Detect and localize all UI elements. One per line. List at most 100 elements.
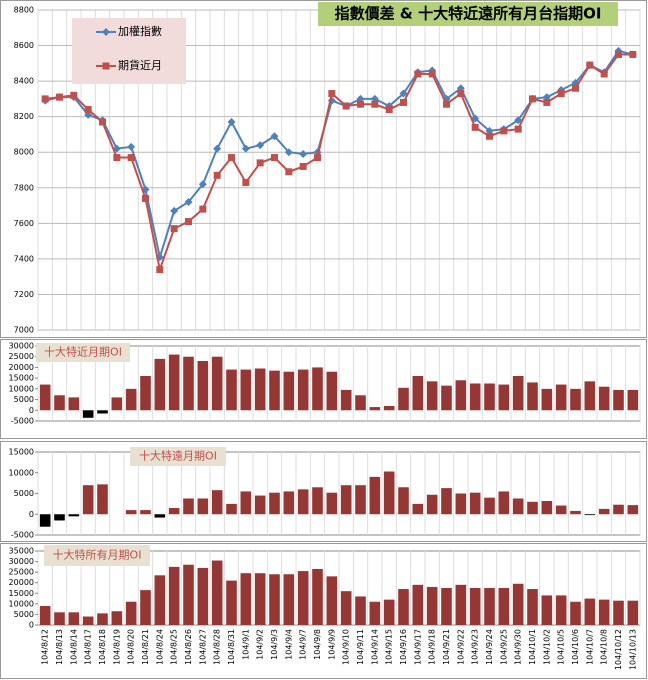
bar — [183, 564, 194, 625]
bar — [125, 388, 137, 411]
bar — [555, 505, 567, 515]
bar — [383, 599, 395, 625]
bar — [455, 493, 467, 515]
bar — [469, 588, 481, 625]
y-tick-label: 8000 — [14, 148, 34, 157]
x-tick-label: 104/9/22 — [456, 629, 465, 665]
point — [56, 93, 63, 101]
bar — [140, 510, 151, 515]
point — [543, 98, 551, 106]
bar — [340, 389, 352, 411]
bar — [441, 488, 452, 515]
point — [242, 178, 250, 186]
y-tick-label: 8400 — [14, 77, 34, 86]
point — [529, 95, 536, 103]
point — [400, 98, 407, 106]
bar — [426, 494, 438, 515]
x-tick-label: 104/9/30 — [514, 629, 523, 665]
point — [256, 141, 265, 150]
x-tick-label: 104/8/31 — [227, 629, 236, 665]
bar — [283, 574, 295, 625]
y-tick-label: 15000 — [9, 448, 34, 457]
bar — [584, 598, 596, 625]
x-tick-label: 104/10/1 — [528, 629, 537, 665]
y-tick-label: 15000 — [9, 374, 34, 383]
point — [471, 123, 479, 131]
panel-frame — [0, 441, 647, 542]
bar — [412, 584, 424, 625]
x-tick-label: 104/10/6 — [571, 629, 580, 665]
bar — [369, 476, 381, 515]
point — [629, 50, 637, 58]
bar — [68, 612, 80, 625]
bar — [312, 367, 323, 411]
x-tick-label: 104/10/12 — [614, 629, 623, 670]
bar — [369, 407, 381, 411]
bar — [455, 380, 467, 411]
point — [299, 150, 308, 158]
point — [500, 127, 508, 135]
bar — [584, 381, 596, 411]
bar — [555, 384, 567, 411]
bar — [340, 485, 352, 515]
x-tick-label: 104/9/23 — [471, 629, 480, 665]
point — [486, 132, 493, 140]
x-tick-label: 104/8/17 — [84, 629, 93, 665]
bar — [68, 397, 80, 411]
bar — [598, 386, 610, 411]
bar — [39, 384, 51, 411]
bar — [498, 588, 510, 625]
bar — [498, 384, 510, 411]
bar — [183, 498, 194, 515]
x-tick-label: 104/8/25 — [170, 629, 179, 665]
chart-title: 十大特所有月期OI — [53, 548, 142, 562]
y-tick-label: -5000 — [11, 531, 34, 540]
point — [227, 118, 236, 126]
bar — [254, 368, 266, 411]
point — [142, 194, 149, 202]
x-tick-label: 104/8/21 — [141, 629, 150, 665]
bar — [340, 591, 352, 625]
legend-box — [72, 18, 186, 84]
point — [241, 144, 250, 153]
bar — [140, 590, 151, 625]
bar — [369, 601, 381, 625]
title-box — [130, 447, 226, 466]
bar — [484, 497, 495, 515]
bar — [226, 580, 237, 625]
bar — [269, 492, 280, 515]
bar — [197, 567, 209, 625]
y-tick-label: 25000 — [9, 352, 34, 361]
point — [70, 91, 78, 99]
y-tick-label: 20000 — [9, 363, 34, 372]
bar — [283, 371, 295, 411]
bar — [398, 487, 409, 515]
bar — [613, 600, 624, 625]
bar — [283, 491, 295, 515]
bar — [82, 410, 94, 418]
point — [127, 142, 136, 151]
y-tick-label: 15000 — [9, 589, 34, 598]
x-tick-label: 104/9/25 — [499, 629, 508, 665]
y-tick-label: 7000 — [14, 326, 34, 335]
bar — [627, 389, 639, 411]
bar — [140, 376, 151, 411]
bar — [297, 489, 309, 515]
chart-title: 指數價差 & 十大特近遠所有月台指期OI — [335, 5, 602, 23]
x-tick-label: 104/8/13 — [55, 629, 64, 665]
y-tick-label: 30000 — [9, 557, 34, 566]
bar — [111, 611, 123, 625]
point — [170, 225, 178, 233]
bar — [512, 498, 524, 515]
point — [600, 70, 608, 78]
y-tick-label: -5000 — [11, 417, 34, 426]
bar — [541, 595, 553, 625]
bar — [441, 588, 452, 625]
point — [184, 198, 193, 206]
x-tick-label: 104/8/18 — [98, 629, 107, 665]
bar — [627, 600, 639, 625]
y-tick-label: 8800 — [14, 6, 34, 15]
bar — [627, 505, 639, 515]
bar — [226, 503, 237, 515]
bar — [97, 484, 108, 515]
